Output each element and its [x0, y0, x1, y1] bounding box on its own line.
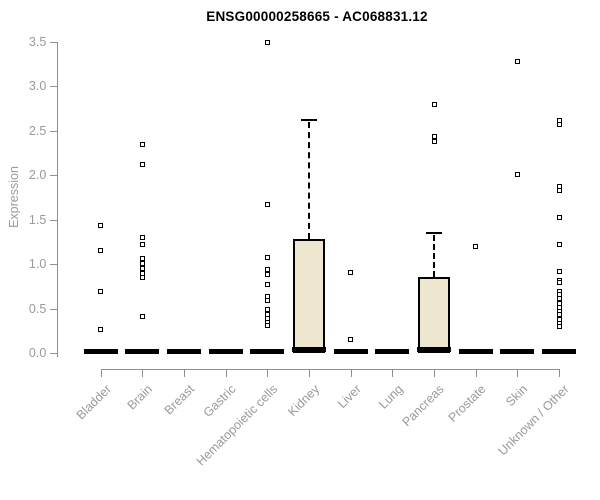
boxplot-box [293, 239, 326, 354]
y-tick-label: 1.0 [28, 257, 47, 272]
x-axis-line [100, 369, 561, 371]
data-point [264, 298, 270, 304]
x-tick-label: Kidney [285, 382, 322, 419]
x-tick-label: Liver [334, 382, 364, 412]
boxplot-median-bar [333, 348, 368, 354]
y-axis-tick [50, 353, 58, 355]
y-axis-tick [50, 41, 58, 43]
data-point [514, 171, 520, 177]
data-point [348, 269, 354, 275]
y-tick-label: 3.0 [28, 79, 47, 94]
x-axis-tick [100, 369, 102, 378]
data-point [264, 271, 270, 277]
boxplot-median-bar [125, 348, 160, 354]
data-point [556, 280, 562, 286]
data-point [139, 162, 145, 168]
boxplot-median-bar [208, 348, 243, 354]
y-tick-label: 0.5 [28, 301, 47, 316]
y-tick-label: 2.0 [28, 168, 47, 183]
boxplot-median-bar [458, 348, 493, 354]
boxplot-median-bar [83, 348, 118, 354]
y-tick-label: 1.5 [28, 212, 47, 227]
boxplot-whisker-cap [301, 119, 318, 122]
data-point [264, 40, 270, 46]
boxplot-median-bar [375, 348, 410, 354]
data-point [264, 323, 270, 329]
y-axis-tick [50, 130, 58, 132]
data-point [139, 260, 145, 266]
data-point [139, 141, 145, 147]
boxplot-median-bar [167, 348, 202, 354]
y-axis-tick [50, 219, 58, 221]
data-point [556, 311, 562, 317]
data-point [98, 248, 104, 254]
data-point [98, 326, 104, 332]
y-axis-tick [50, 308, 58, 310]
boxplot-median-bar [542, 348, 577, 354]
x-axis-tick [559, 369, 561, 378]
data-point [139, 275, 145, 281]
y-tick-label: 3.5 [28, 34, 47, 49]
x-tick-label: Gastric [200, 382, 239, 420]
data-point [348, 337, 354, 343]
data-point [556, 121, 562, 127]
x-axis-tick [225, 369, 227, 378]
data-point [139, 242, 145, 248]
data-point [473, 243, 479, 249]
data-point [556, 324, 562, 330]
x-tick-label: Prostate [445, 382, 489, 425]
boxplot-median-bar [292, 347, 327, 353]
x-tick-label: Hematopoietic cells [193, 382, 281, 469]
y-axis-label: Expression [7, 166, 21, 228]
y-axis-tick [50, 175, 58, 177]
x-axis-tick [309, 369, 311, 378]
x-tick-label: Breast [161, 382, 197, 418]
data-point [98, 289, 104, 295]
x-axis-tick [267, 369, 269, 378]
y-axis-tick [50, 264, 58, 266]
x-tick-label: Pancreas [399, 382, 447, 430]
y-tick-label: 2.5 [28, 123, 47, 138]
boxplot-whisker [308, 122, 311, 240]
boxplot-median-bar [250, 348, 285, 354]
data-point [139, 314, 145, 320]
y-tick-label: 0.0 [28, 346, 47, 361]
boxplot-median-bar [417, 347, 452, 353]
x-axis-tick [434, 369, 436, 378]
x-tick-label: Lung [375, 382, 406, 412]
x-tick-label: Skin [503, 382, 531, 410]
data-point [264, 282, 270, 288]
data-point [431, 138, 437, 144]
boxplot-box [418, 276, 451, 354]
x-axis-tick [184, 369, 186, 378]
x-axis-tick [517, 369, 519, 378]
data-point [139, 255, 145, 261]
data-point [139, 235, 145, 241]
x-axis-tick [475, 369, 477, 378]
data-point [556, 214, 562, 220]
boxplot-whisker-cap [426, 232, 443, 235]
data-point [264, 202, 270, 208]
data-point [556, 242, 562, 248]
x-tick-label: Bladder [73, 382, 114, 423]
boxplot-whisker [433, 235, 436, 277]
data-point [556, 268, 562, 274]
data-point [98, 223, 104, 229]
data-point [431, 101, 437, 107]
y-axis-line [57, 41, 59, 357]
data-point [514, 58, 520, 64]
boxplot-median-bar [500, 348, 535, 354]
x-axis-tick [142, 369, 144, 378]
data-point [264, 254, 270, 260]
x-tick-label: Brain [124, 382, 156, 413]
data-point [556, 187, 562, 193]
x-axis-tick [350, 369, 352, 378]
y-axis-tick [50, 86, 58, 88]
x-axis-tick [392, 369, 394, 378]
chart-title: ENSG00000258665 - AC068831.12 [206, 9, 428, 24]
